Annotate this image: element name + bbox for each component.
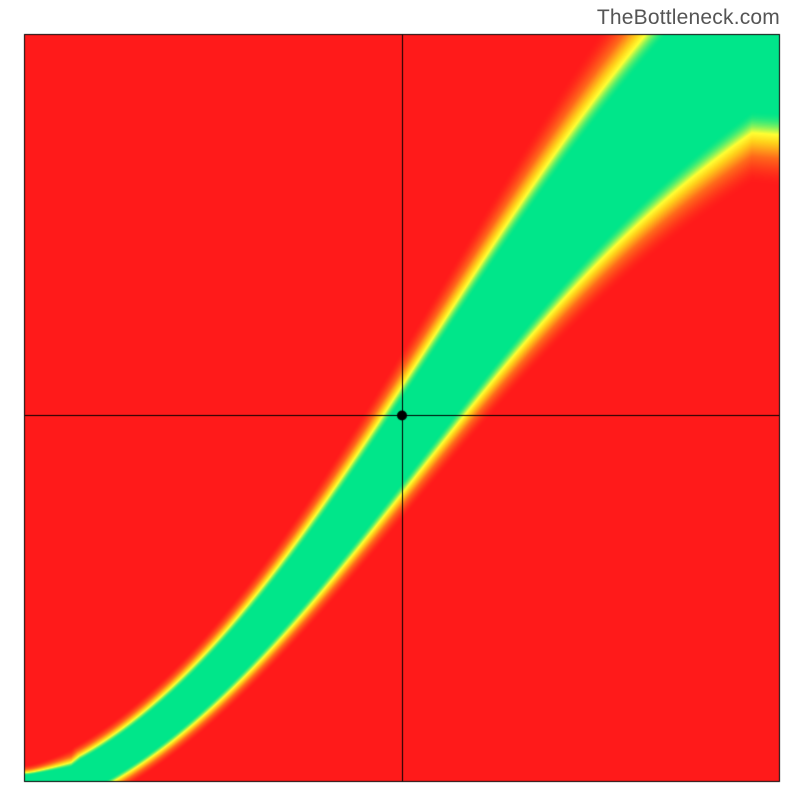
watermark-text: TheBottleneck.com xyxy=(597,6,780,30)
heatmap-canvas xyxy=(0,0,800,800)
chart-container: TheBottleneck.com xyxy=(0,0,800,800)
